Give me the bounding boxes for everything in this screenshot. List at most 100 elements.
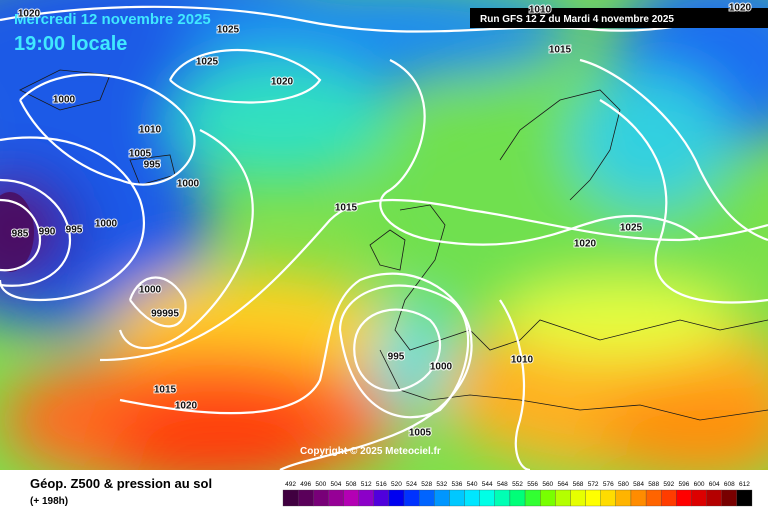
isobar-label: 1025 (217, 25, 240, 36)
scale-swatch (691, 489, 707, 507)
scale-label: 592 (663, 481, 674, 488)
scale-swatch (600, 489, 616, 507)
scale-label: 520 (391, 481, 402, 488)
scale-label: 560 (542, 481, 553, 488)
scale-label: 492 (285, 481, 296, 488)
scale-swatch (721, 489, 738, 507)
scale-swatch (358, 489, 374, 507)
run-info: Run GFS 12 Z du Mardi 4 novembre 2025 (480, 14, 674, 25)
isobar-label: 1020 (18, 9, 41, 20)
scale-label: 528 (421, 481, 432, 488)
scale-label: 532 (436, 481, 447, 488)
scale-swatch (661, 489, 677, 507)
isobar-label: 1025 (620, 223, 643, 234)
scale-label: 544 (482, 481, 493, 488)
scale-swatch (509, 489, 526, 507)
isobar-label: 985 (12, 229, 29, 240)
scale-label: 524 (406, 481, 417, 488)
scale-swatch (524, 489, 541, 507)
isobar-label: 1000 (139, 285, 162, 296)
isobar-label: 99995 (151, 309, 179, 320)
scale-swatch (540, 489, 556, 507)
scale-label: 564 (557, 481, 568, 488)
forecast-date: Mercredi 12 novembre 2025 (14, 11, 211, 28)
isobar-label: 990 (39, 227, 56, 238)
scale-swatch (706, 489, 722, 507)
scale-swatch (282, 489, 299, 507)
scale-label: 548 (497, 481, 508, 488)
isobar-label: 1015 (335, 203, 358, 214)
isobar-label: 1020 (271, 77, 294, 88)
legend-title: Géop. Z500 & pression au sol (30, 476, 212, 491)
map (0, 0, 768, 470)
scale-swatch (388, 489, 405, 507)
copyright: Copyright © 2025 Meteociel.fr (300, 446, 441, 457)
scale-label: 552 (512, 481, 523, 488)
scale-swatch (479, 489, 495, 507)
isobar-label: 995 (144, 160, 161, 171)
scale-swatch (313, 489, 329, 507)
forecast-time: 19:00 locale (14, 33, 127, 55)
isobar-label: 1025 (196, 57, 219, 68)
scale-label: 496 (300, 481, 311, 488)
isobar-label: 1010 (529, 5, 552, 16)
legend-subtitle: (+ 198h) (30, 496, 68, 507)
isobar-label: 1020 (729, 3, 752, 14)
scale-swatch (449, 489, 465, 507)
scale-label: 540 (467, 481, 478, 488)
geopotential-field (0, 0, 768, 470)
scale-swatch (585, 489, 601, 507)
scale-label: 504 (331, 481, 342, 488)
isobar-label: 1010 (511, 355, 534, 366)
scale-swatch (615, 489, 632, 507)
scale-label: 568 (573, 481, 584, 488)
scale-label: 612 (739, 481, 750, 488)
isobar-label: 1005 (129, 149, 152, 160)
scale-swatch (403, 489, 420, 507)
scale-label: 516 (376, 481, 387, 488)
isobar-label: 1000 (430, 362, 453, 373)
scale-label: 584 (633, 481, 644, 488)
scale-label: 572 (588, 481, 599, 488)
isobar-label: 1010 (139, 125, 162, 136)
scale-swatch (630, 489, 647, 507)
scale-label: 508 (346, 481, 357, 488)
scale-label: 604 (709, 481, 720, 488)
scale-label: 580 (618, 481, 629, 488)
scale-label: 608 (724, 481, 735, 488)
scale-label: 588 (648, 481, 659, 488)
scale-swatch (676, 489, 692, 507)
scale-label: 596 (678, 481, 689, 488)
scale-swatch (570, 489, 586, 507)
scale-swatch (373, 489, 390, 507)
scale-label: 500 (315, 481, 326, 488)
scale-swatch (645, 489, 662, 507)
scale-swatch (434, 489, 450, 507)
scale-swatch (343, 489, 359, 507)
scale-label: 536 (452, 481, 463, 488)
scale-label: 512 (361, 481, 372, 488)
scale-label: 600 (694, 481, 705, 488)
scale-swatch (419, 489, 435, 507)
scale-swatch (297, 489, 314, 507)
run-banner (470, 8, 768, 28)
isobar-label: 1015 (154, 385, 177, 396)
scale-swatch (494, 489, 511, 507)
scale-swatch (328, 489, 344, 507)
isobar-label: 1005 (409, 428, 432, 439)
scale-swatch (736, 489, 753, 507)
isobar-label: 1020 (175, 401, 198, 412)
scale-swatch (555, 489, 571, 507)
isobar-label: 1000 (95, 219, 118, 230)
scale-label: 556 (527, 481, 538, 488)
isobar-label: 1015 (549, 45, 572, 56)
scale-swatch (464, 489, 480, 507)
scale-label: 576 (603, 481, 614, 488)
color-scale: 492 496 500 504 508 512 516 520 524 528 532 536 540 5… (282, 481, 753, 507)
isobar-label: 995 (388, 352, 405, 363)
isobar-label: 1000 (53, 95, 76, 106)
isobar-label: 995 (66, 225, 83, 236)
isobar-label: 1020 (574, 239, 597, 250)
